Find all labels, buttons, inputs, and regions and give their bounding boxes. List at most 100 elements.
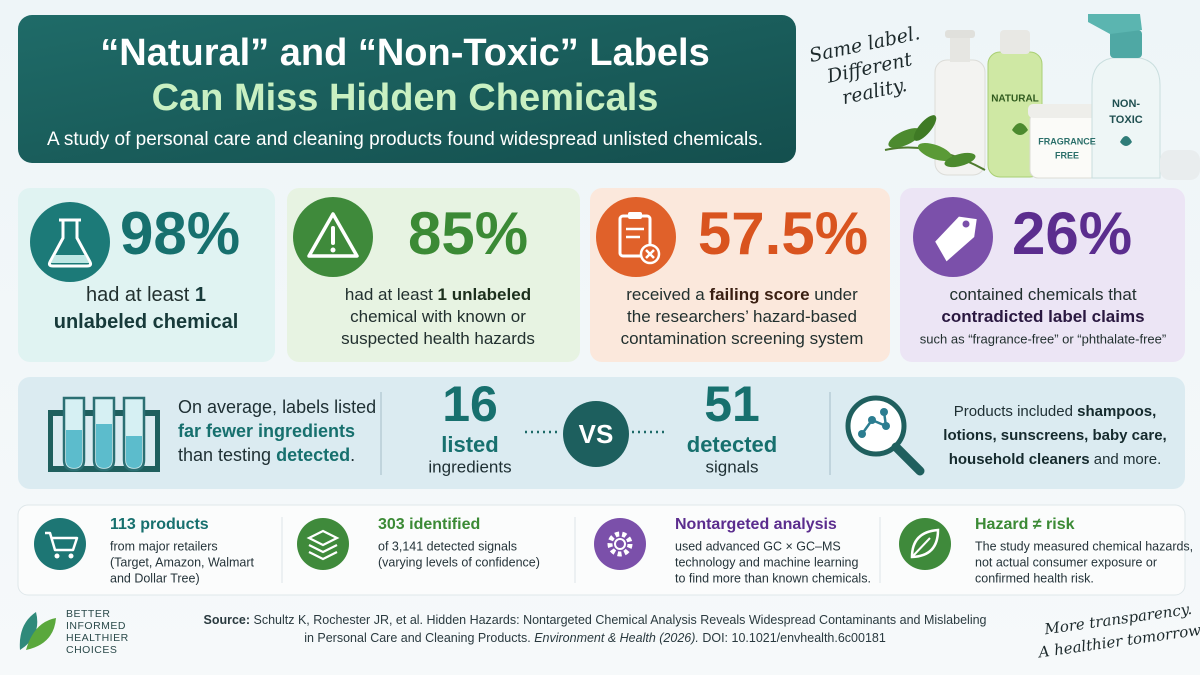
- text-run: DOI: 10.1021/envhealth.6c00181: [699, 631, 886, 645]
- text-run: the researchers’ hazard-based: [627, 307, 857, 326]
- fact-line: (varying levels of confidence): [378, 555, 540, 569]
- fact-line: confirmed health risk.: [975, 571, 1094, 585]
- text-run: suspected health hazards: [341, 329, 535, 348]
- count-label: signals: [706, 457, 759, 476]
- stat-description: contradicted label claims: [941, 307, 1144, 326]
- stat-value: 57.5%: [698, 200, 868, 267]
- tag-icon: [913, 197, 993, 277]
- count-number: 16: [442, 376, 498, 432]
- bold-run: 1 unlabeled: [438, 285, 532, 304]
- stat-description: had at least 1 unlabeled: [345, 285, 531, 304]
- logo-mark: [19, 612, 56, 650]
- text-run: had at least: [345, 285, 438, 304]
- bold-run: 1: [195, 284, 206, 306]
- text-run: contained chemicals that: [949, 285, 1136, 304]
- text-run: and more.: [1090, 451, 1162, 468]
- product-label: NON-: [1112, 98, 1140, 110]
- stat-description: unlabeled chemical: [54, 311, 239, 333]
- magnifier-icon: [845, 395, 925, 476]
- fact-title: 113 products: [110, 516, 209, 533]
- product-label: FREE: [1055, 150, 1079, 160]
- fact-line: used advanced GC × GC–MS: [675, 539, 841, 553]
- fact-line: from major retailers: [110, 539, 218, 553]
- bold-run: household cleaners: [949, 451, 1090, 468]
- fact-line: and Dollar Tree): [110, 571, 200, 585]
- italic-run: Environment & Health (2026).: [534, 631, 699, 645]
- bold-run: detected: [276, 445, 350, 465]
- product-label: TOXIC: [1109, 114, 1142, 126]
- logo-text: BETTER: [66, 608, 110, 620]
- stat-note: such as “fragrance-free” or “phthalate-f…: [920, 331, 1166, 346]
- clipboard-icon: [596, 197, 676, 277]
- product-illustration: [884, 14, 1200, 180]
- bold-run: unlabeled chemical: [54, 311, 239, 333]
- count-label: listed: [441, 432, 498, 457]
- stat-description: received a failing score under: [626, 285, 858, 304]
- count-number: 51: [704, 376, 760, 432]
- products-text: lotions, sunscreens, baby care,: [943, 427, 1166, 444]
- stat-description: suspected health hazards: [341, 329, 535, 348]
- product-label: FRAGRANCE: [1038, 136, 1096, 146]
- title-line: “Natural” and “Non-Toxic” Labels: [100, 32, 709, 74]
- fact-line: to find more than known chemicals.: [675, 571, 871, 585]
- fact-line: not actual consumer exposure or: [975, 555, 1157, 569]
- fact-line: technology and machine learning: [675, 555, 859, 569]
- logo-text: INFORMED: [66, 620, 126, 632]
- layers-icon: [297, 518, 349, 570]
- text-run: had at least: [86, 284, 195, 306]
- comparison-text: far fewer ingredients: [178, 421, 355, 441]
- fact-title: Nontargeted analysis: [675, 516, 837, 533]
- stat-description: contamination screening system: [621, 329, 864, 348]
- fact-title: Hazard ≠ risk: [975, 516, 1075, 533]
- title-line: Can Miss Hidden Chemicals: [152, 77, 659, 119]
- bold-run: far fewer ingredients: [178, 421, 355, 441]
- products-text: Products included shampoos,: [954, 403, 1157, 420]
- fact-line: of 3,141 detected signals: [378, 539, 517, 553]
- leaf-icon: [899, 518, 951, 570]
- test-tubes-icon: [48, 396, 160, 472]
- cart-icon: [34, 518, 86, 570]
- bold-run: Source:: [203, 613, 250, 627]
- count-label: detected: [687, 432, 777, 457]
- bold-run: lotions, sunscreens, baby care,: [943, 427, 1166, 444]
- text-run: in Personal Care and Cleaning Products.: [304, 631, 534, 645]
- text-run: received a: [626, 285, 709, 304]
- stat-description: the researchers’ hazard-based: [627, 307, 857, 326]
- text-run: than testing: [178, 445, 276, 465]
- text-run: Products included: [954, 403, 1077, 420]
- gear-icon: [594, 518, 646, 570]
- text-run: chemical with known or: [350, 307, 526, 326]
- bold-run: contradicted label claims: [941, 307, 1144, 326]
- stat-value: 85%: [408, 200, 528, 267]
- logo-text: HEALTHIER: [66, 632, 129, 644]
- stat-description: chemical with known or: [350, 307, 526, 326]
- warning-icon: [293, 197, 373, 277]
- header-panel: [18, 15, 796, 163]
- stat-value: 98%: [120, 200, 240, 267]
- subtitle: A study of personal care and cleaning pr…: [47, 129, 763, 150]
- text-run: Schultz K, Rochester JR, et al. Hidden H…: [250, 613, 987, 627]
- bold-run: failing score: [709, 285, 809, 304]
- bold-run: shampoos,: [1077, 403, 1156, 420]
- text-run: On average, labels listed: [178, 397, 376, 417]
- stat-description: had at least 1: [86, 284, 206, 306]
- comparison-text: than testing detected.: [178, 445, 355, 465]
- text-run: under: [810, 285, 859, 304]
- fact-title: 303 identified: [378, 516, 480, 533]
- comparison-text: On average, labels listed: [178, 397, 376, 417]
- product-label: NATURAL: [991, 94, 1039, 105]
- stat-value: 26%: [1012, 200, 1132, 267]
- products-text: household cleaners and more.: [949, 451, 1162, 468]
- fact-line: The study measured chemical hazards,: [975, 539, 1193, 553]
- stat-description: contained chemicals that: [949, 285, 1136, 304]
- source-line: in Personal Care and Cleaning Products. …: [304, 631, 886, 645]
- fact-line: (Target, Amazon, Walmart: [110, 555, 255, 569]
- vs-label: VS: [579, 419, 614, 449]
- count-label: ingredients: [428, 457, 511, 476]
- vs-badge: [563, 401, 629, 467]
- logo-text: CHOICES: [66, 644, 117, 656]
- source-line: Source: Schultz K, Rochester JR, et al. …: [203, 613, 986, 627]
